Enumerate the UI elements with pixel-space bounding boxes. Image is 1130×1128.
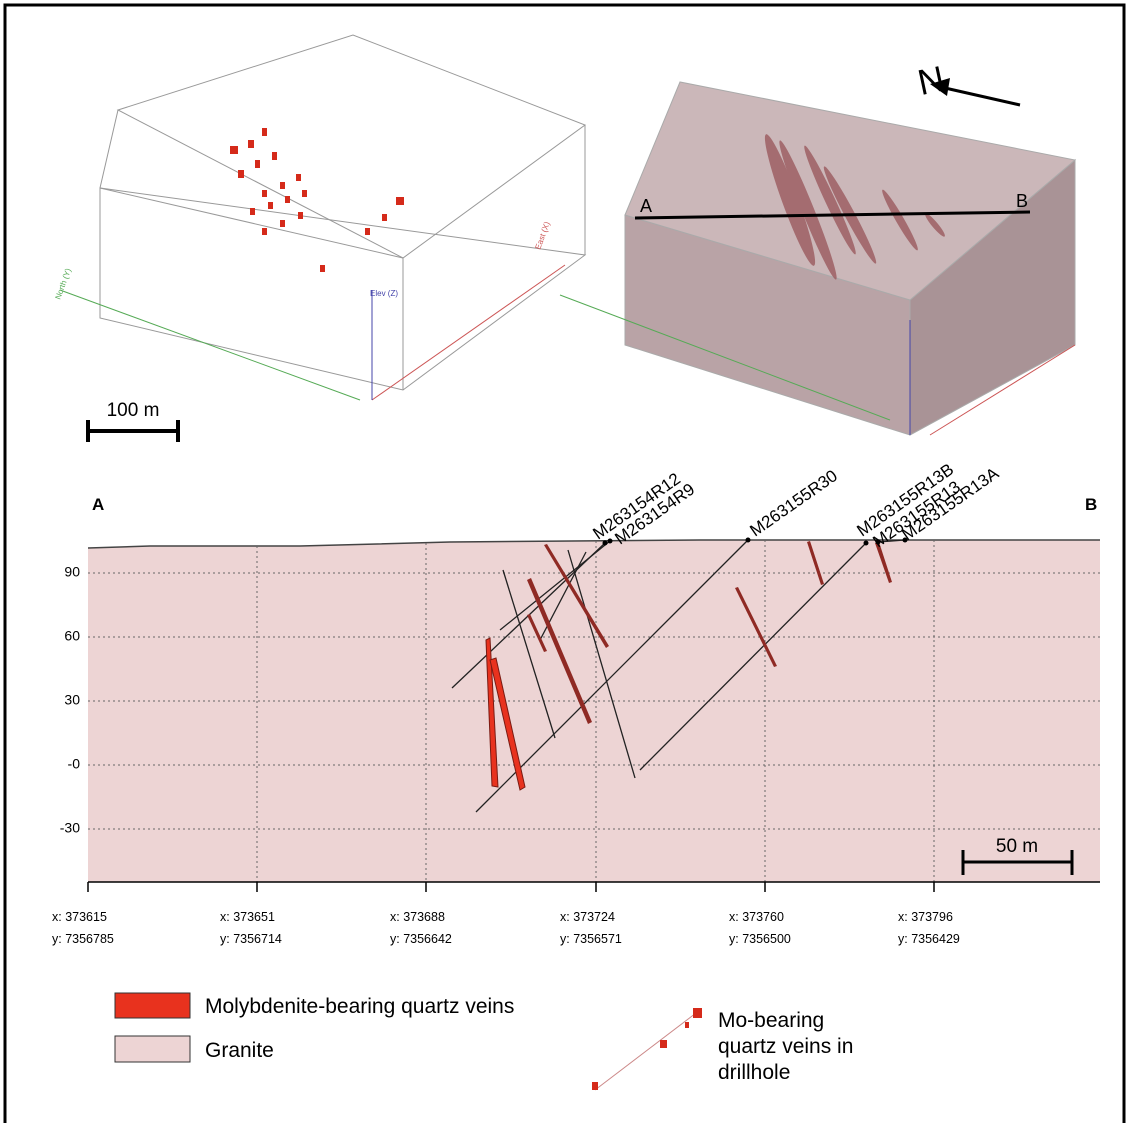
y-tick-label: y: 7356429 (898, 932, 960, 946)
legend-label: drillhole (718, 1061, 790, 1084)
x-tick-label: x: 373796 (898, 910, 953, 924)
section-end: B (1016, 191, 1028, 211)
block-view: A B N (560, 58, 1075, 435)
wireframe-view (60, 35, 585, 400)
y-tick-label: 30 (64, 692, 80, 708)
figure: Elev (Z) North (Y) East (X) 100 m A B N … (0, 0, 1130, 1123)
x-tick-label: x: 373724 (560, 910, 615, 924)
y-tick-label: y: 7356571 (560, 932, 622, 946)
section-start: A (92, 495, 104, 514)
section-end: B (1085, 495, 1097, 514)
legend-swatch (115, 993, 190, 1018)
north-arrow (945, 88, 1020, 105)
legend-label: Granite (205, 1039, 274, 1062)
cross-section: A B 50 m 90 60 30 -0 -30 x: 373615 y: 7356785 x… (52, 460, 1100, 946)
legend-swatch (115, 1036, 190, 1062)
axis-label: Elev (Z) (370, 289, 398, 298)
y-tick-label: 90 (64, 564, 80, 580)
vein-intersections (230, 128, 404, 272)
y-tick-label: -30 (60, 820, 80, 836)
x-tick-label: x: 373688 (390, 910, 445, 924)
scale-label: 100 m (107, 400, 160, 421)
section-start: A (640, 196, 652, 216)
x-tick-label: x: 373651 (220, 910, 275, 924)
legend-label: Molybdenite-bearing quartz veins (205, 995, 514, 1018)
x-tick-label: x: 373615 (52, 910, 107, 924)
y-tick-label: y: 7356500 (729, 932, 791, 946)
legend-label: Mo-bearing (718, 1009, 824, 1032)
y-tick-label: 60 (64, 628, 80, 644)
scale-label: 50 m (996, 836, 1038, 857)
axis-label: North (Y) (53, 267, 73, 301)
drillhole-label: M263155R30 (746, 466, 841, 540)
drillhole-symbol (592, 1008, 702, 1090)
y-tick-label: y: 7356785 (52, 932, 114, 946)
legend-label: quartz veins in (718, 1035, 853, 1058)
x-tick-label: x: 373760 (729, 910, 784, 924)
y-tick-label: y: 7356714 (220, 932, 282, 946)
axis-label: East (X) (533, 220, 551, 251)
y-tick-label: y: 7356642 (390, 932, 452, 946)
y-tick-label: -0 (68, 756, 81, 772)
